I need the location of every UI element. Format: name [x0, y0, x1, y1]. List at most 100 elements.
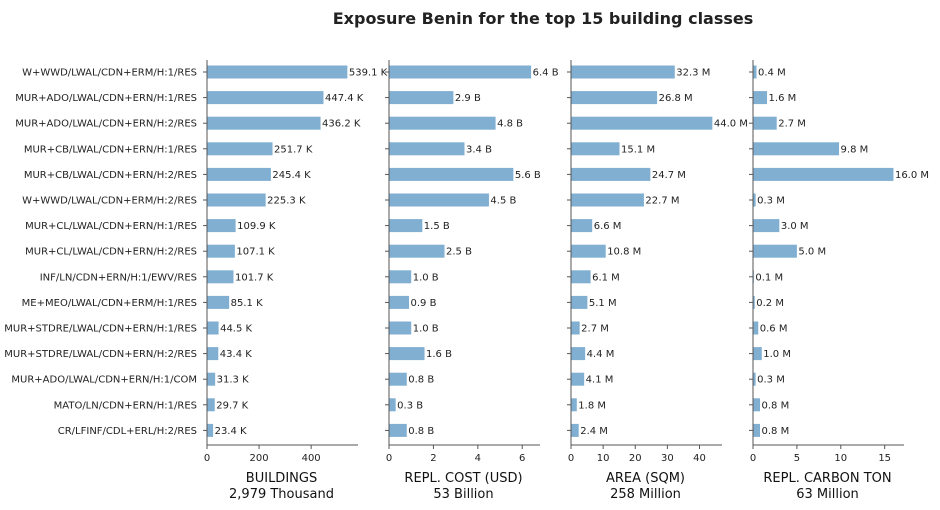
- data-label: 245.4 K: [272, 170, 311, 181]
- bar: [207, 295, 230, 309]
- data-label: 1.5 B: [424, 221, 450, 232]
- data-label: 107.1 K: [236, 247, 275, 258]
- bar: [207, 142, 273, 156]
- bar: [571, 398, 577, 412]
- data-label: 4.1 M: [586, 375, 614, 386]
- data-label: 44.5 K: [220, 324, 252, 335]
- category-label: MUR+CL/LWAL/CDN+ERN/H:1/RES: [25, 221, 197, 232]
- x-axis-total: 53 Billion: [433, 487, 493, 502]
- bar: [571, 167, 651, 181]
- bar: [389, 372, 407, 386]
- data-label: 225.3 K: [267, 196, 306, 207]
- bar: [207, 244, 235, 258]
- bar: [571, 270, 591, 284]
- data-label: 1.0 M: [763, 349, 791, 360]
- data-label: 109.9 K: [237, 221, 276, 232]
- bar: [207, 423, 214, 437]
- category-label: ME+MEO/LWAL/CDN+ERM/H:1/RES: [22, 298, 197, 309]
- data-label: 10.8 M: [607, 247, 641, 258]
- bar: [207, 116, 321, 130]
- data-label: 0.2 M: [756, 298, 784, 309]
- x-axis-label: REPL. CARBON TON: [763, 471, 891, 486]
- bar: [753, 91, 768, 105]
- data-label: 1.6 M: [769, 93, 797, 104]
- data-label: 0.3 M: [757, 196, 785, 207]
- category-label: INF/LN/CDN+ERN/H:1/EWV/RES: [40, 272, 197, 283]
- bar: [571, 219, 593, 233]
- category-label: MUR+CL/LWAL/CDN+ERN/H:2/RES: [25, 247, 197, 258]
- category-label: MUR+ADO/LWAL/CDN+ERN/H:1/RES: [15, 93, 197, 104]
- x-tick-label: 400: [302, 453, 321, 464]
- chart-panels: W+WWD/LWAL/CDN+ERM/H:1/RES MUR+ADO/LWAL/C…: [4, 60, 929, 502]
- bar: [753, 244, 797, 258]
- data-label: 2.7 M: [778, 119, 806, 130]
- bar: [753, 65, 757, 79]
- x-tick-label: 40: [693, 453, 706, 464]
- bar: [753, 372, 756, 386]
- x-axis-total: 63 Million: [796, 487, 859, 502]
- data-label: 0.6 M: [760, 324, 788, 335]
- data-label: 447.4 K: [325, 93, 364, 104]
- data-label: 0.9 B: [410, 298, 436, 309]
- data-label: 1.8 M: [578, 400, 606, 411]
- bar: [389, 423, 407, 437]
- panel-1: 539.1 K 447.4 K 436.2 K 251.7 K 245.4 K 225.3…: [204, 60, 388, 502]
- x-tick-label: 0: [568, 453, 574, 464]
- category-label: MUR+CB/LWAL/CDN+ERN/H:2/RES: [24, 170, 197, 181]
- data-label: 5.1 M: [589, 298, 617, 309]
- x-tick-label: 0: [386, 453, 392, 464]
- bar: [207, 398, 215, 412]
- bar: [207, 167, 271, 181]
- bar: [753, 193, 756, 207]
- data-label: 0.8 B: [408, 426, 434, 437]
- data-label: 251.7 K: [274, 144, 313, 155]
- bar: [571, 116, 713, 130]
- x-tick-label: 5: [794, 453, 800, 464]
- bar: [753, 219, 780, 233]
- data-label: 0.8 M: [762, 426, 790, 437]
- bar: [571, 423, 579, 437]
- data-label: 24.7 M: [652, 170, 686, 181]
- x-axis-total: 2,979 Thousand: [229, 487, 334, 502]
- data-label: 101.7 K: [235, 272, 274, 283]
- bar: [389, 142, 465, 156]
- bar: [571, 295, 588, 309]
- bar: [389, 65, 532, 79]
- x-axis-label: REPL. COST (USD): [404, 471, 522, 486]
- data-label: 15.1 M: [621, 144, 655, 155]
- bar: [753, 295, 755, 309]
- bar: [389, 219, 423, 233]
- bar: [389, 116, 496, 130]
- category-label: MUR+ADO/LWAL/CDN+ERN/H:2/RES: [15, 119, 197, 130]
- bar: [753, 398, 761, 412]
- data-label: 29.7 K: [216, 400, 248, 411]
- bar: [753, 142, 840, 156]
- x-tick-label: 20: [629, 453, 642, 464]
- x-tick-label: 200: [250, 453, 269, 464]
- bar: [207, 91, 324, 105]
- category-label: W+WWD/LWAL/CDN+ERM/H:2/RES: [22, 196, 197, 207]
- data-label: 0.3 M: [757, 375, 785, 386]
- x-tick-label: 6: [519, 453, 525, 464]
- panel-3: 32.3 M 26.8 M 44.0 M 15.1 M 24.7 M 22.7 M 6.6 …: [567, 60, 748, 502]
- bar: [207, 193, 266, 207]
- data-label: 3.0 M: [781, 221, 809, 232]
- bar: [753, 167, 894, 181]
- bar: [389, 347, 425, 361]
- data-label: 26.8 M: [659, 93, 693, 104]
- data-label: 0.3 B: [397, 400, 423, 411]
- data-label: 2.4 M: [580, 426, 608, 437]
- bar: [389, 91, 454, 105]
- data-label: 0.8 M: [762, 400, 790, 411]
- data-label: 6.4 B: [533, 68, 559, 79]
- bar: [207, 65, 348, 79]
- bar: [571, 372, 585, 386]
- category-label: W+WWD/LWAL/CDN+ERM/H:1/RES: [22, 68, 197, 79]
- data-label: 0.1 M: [755, 272, 783, 283]
- category-label: MUR+STDRE/LWAL/CDN+ERN/H:2/RES: [4, 349, 197, 360]
- bar: [571, 347, 586, 361]
- x-axis-label: BUILDINGS: [246, 471, 317, 486]
- bar: [753, 116, 777, 130]
- category-label: MUR+CB/LWAL/CDN+ERN/H:1/RES: [24, 144, 197, 155]
